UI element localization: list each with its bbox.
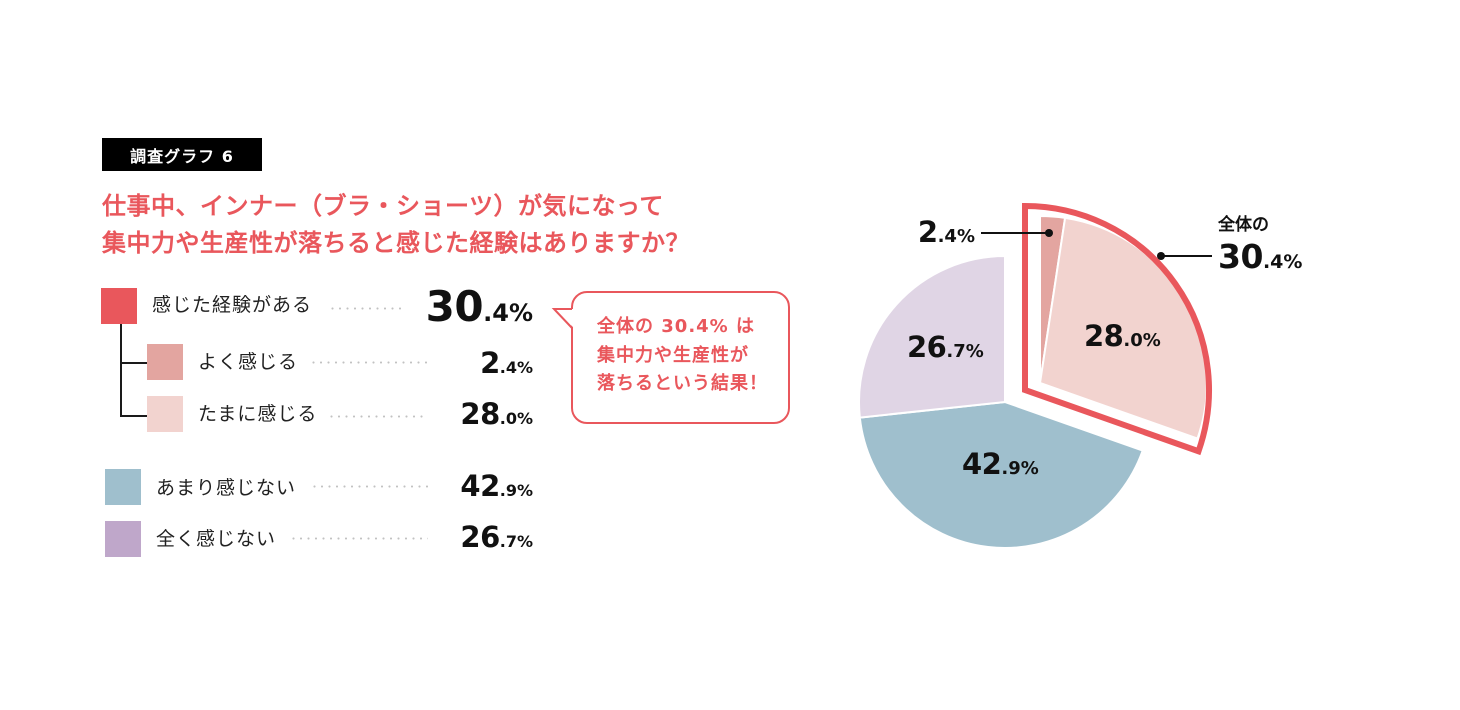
badge-label: 調査グラフ 6 [130,146,234,166]
pie-label-rarely: 42 .9% [962,450,1039,479]
legend-label-rarely: あまり感じない [156,477,297,499]
legend-leader-dots [331,307,401,310]
value-decimal: .9% [499,481,533,500]
callout-line-3: 落ちるという結果！ [597,373,768,394]
legend-leader-dots [330,415,428,418]
legend-value-rarely: 42 .9% [460,472,533,501]
headline-line-1: 仕事中、インナー（ブラ・ショーツ）が気になって [102,192,664,220]
legend-tree-branch-2 [120,415,147,417]
headline-line-2: 集中力や生産性が落ちると感じた経験はありますか？ [102,229,690,257]
legend-swatch-rarely [105,469,141,505]
legend-label-never: 全く感じない [156,528,277,550]
legend-label-often: よく感じる [198,351,299,373]
pie-label-never: 26 .7% [907,333,984,362]
value-decimal: .4% [1262,251,1303,273]
pie-label-sometimes: 28 .0% [1084,322,1161,351]
value-decimal: .4% [483,299,533,327]
highlight-caption: 全体の [1218,215,1269,235]
legend-label-experienced: 感じた経験がある [152,294,313,316]
legend-value-often: 2 .4% [480,349,533,378]
value-integer: 26 [907,330,947,364]
highlight-value: 30 .4% [1218,240,1302,273]
legend-tree-vertical-line [120,324,122,417]
callout-bubble: 全体の 30.4% は 集中力や生産性が 落ちるという結果！ [571,291,790,424]
value-integer: 28 [1084,319,1124,353]
value-decimal: .4% [937,226,975,247]
value-decimal: .7% [946,341,984,362]
highlight-border [1022,202,1212,456]
survey-graph-badge: 調査グラフ 6 [102,138,262,171]
value-integer: 2 [480,346,500,380]
value-decimal: .7% [499,532,533,551]
legend-swatch-often [147,344,183,380]
value-decimal: .4% [499,358,533,377]
question-headline: 仕事中、インナー（ブラ・ショーツ）が気になって 集中力や生産性が落ちると感じた経… [102,188,690,262]
legend-swatch-sometimes [147,396,183,432]
legend-leader-dots [292,537,428,540]
value-integer: 2 [917,215,938,249]
legend-value-never: 26 .7% [460,523,533,552]
legend-label-sometimes: たまに感じる [198,403,318,425]
legend-swatch-experienced [101,288,137,324]
value-decimal: .9% [1001,458,1039,479]
value-integer: 42 [962,447,1002,481]
value-integer: 26 [460,520,500,554]
pie-label-often: 2 .4% [918,218,975,247]
value-decimal: .0% [499,409,533,428]
pie-slice-never [858,255,1006,419]
legend-swatch-never [105,521,141,557]
label-leader-dot-highlight [1157,252,1165,260]
callout-bubble-tail [551,308,574,329]
label-leader-dot-often [1045,229,1053,237]
callout-line-1: 全体の 30.4% は [597,316,755,337]
callout-line-2: 集中力や生産性が [597,344,749,366]
legend-leader-dots [312,361,428,364]
legend-value-experienced: 30 .4% [426,286,533,328]
value-integer: 30 [1218,237,1263,276]
value-integer: 28 [460,397,500,431]
legend-value-sometimes: 28 .0% [460,400,533,429]
legend-leader-dots [313,485,428,488]
pie-slice-rarely [858,401,1144,549]
value-integer: 42 [460,469,500,503]
value-decimal: .0% [1123,330,1161,351]
value-integer: 30 [425,282,484,331]
legend-tree-branch-1 [120,362,147,364]
